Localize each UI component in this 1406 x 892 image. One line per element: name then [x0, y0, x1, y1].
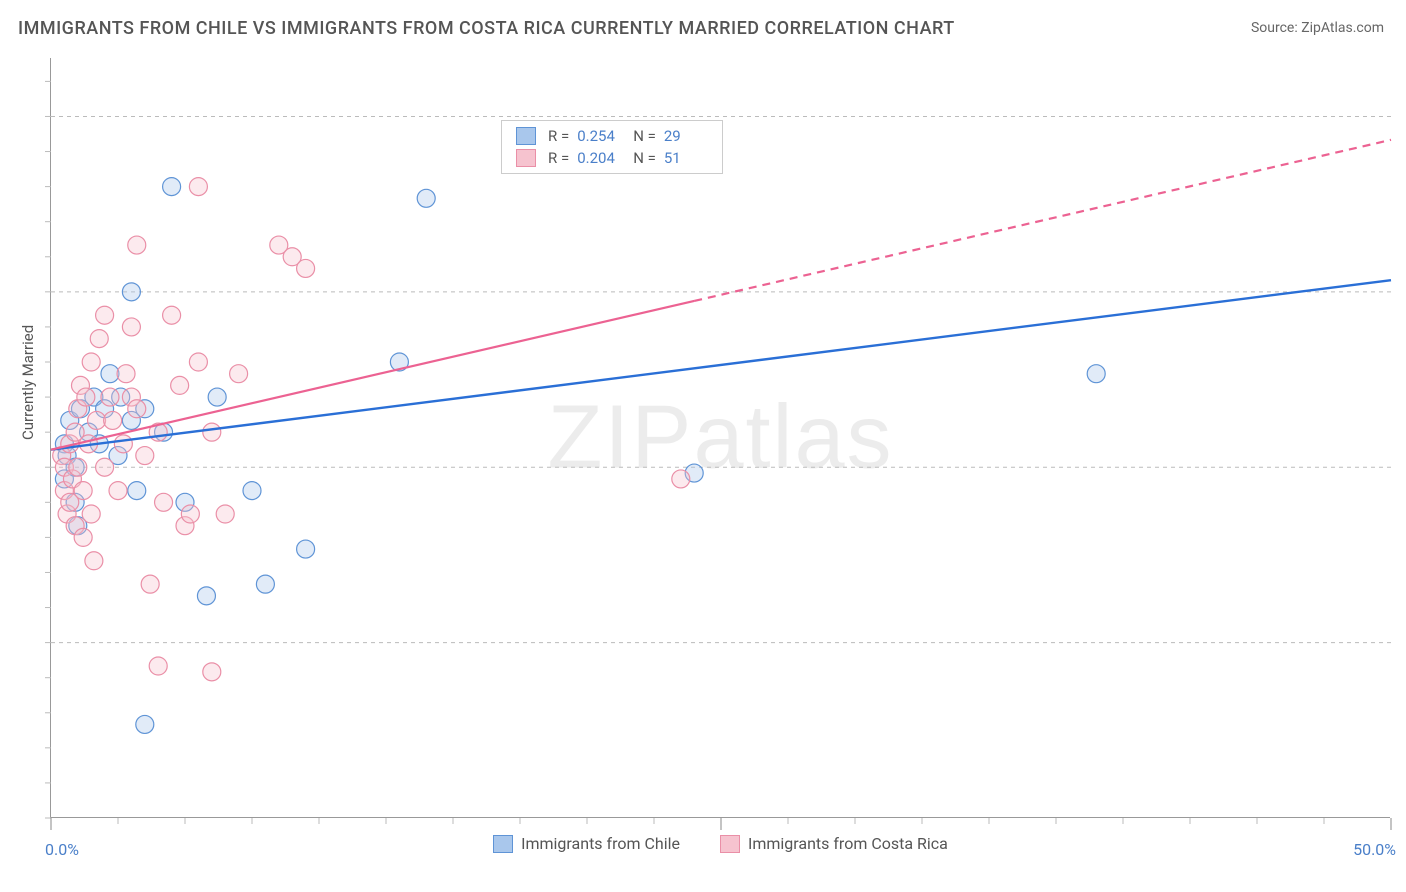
N-label: N =: [633, 127, 656, 145]
R-value-costarica: 0.204: [577, 149, 621, 167]
swatch-costarica: [516, 149, 536, 167]
correlation-legend: R = 0.254 N = 29 R = 0.204 N = 51: [501, 120, 723, 174]
series-legend: Immigrants from Chile Immigrants from Co…: [51, 834, 1390, 853]
R-label: R =: [548, 127, 569, 145]
source-prefix: Source:: [1251, 20, 1301, 36]
plot-area: ZIPatlas 0.0% 50.0% R = 0.254 N = 29 R =…: [50, 58, 1390, 818]
legend-row-costarica: R = 0.204 N = 51: [502, 147, 722, 169]
legend-label-costarica: Immigrants from Costa Rica: [748, 834, 948, 853]
R-label-2: R =: [548, 149, 569, 167]
source-attribution: Source: ZipAtlas.com: [1251, 20, 1384, 36]
legend-item-costarica: Immigrants from Costa Rica: [720, 834, 948, 853]
y-axis-label: Currently Married: [19, 325, 37, 440]
source-name: ZipAtlas.com: [1301, 20, 1384, 36]
swatch-chile: [516, 127, 536, 145]
legend-item-chile: Immigrants from Chile: [493, 834, 680, 853]
swatch-chile-2: [493, 835, 513, 853]
chart-title: IMMIGRANTS FROM CHILE VS IMMIGRANTS FROM…: [18, 18, 955, 39]
N-label-2: N =: [633, 149, 656, 167]
legend-label-chile: Immigrants from Chile: [521, 834, 680, 853]
R-value-chile: 0.254: [577, 127, 621, 145]
swatch-costarica-2: [720, 835, 740, 853]
legend-row-chile: R = 0.254 N = 29: [502, 125, 722, 147]
N-value-costarica: 51: [664, 149, 708, 167]
N-value-chile: 29: [664, 127, 708, 145]
